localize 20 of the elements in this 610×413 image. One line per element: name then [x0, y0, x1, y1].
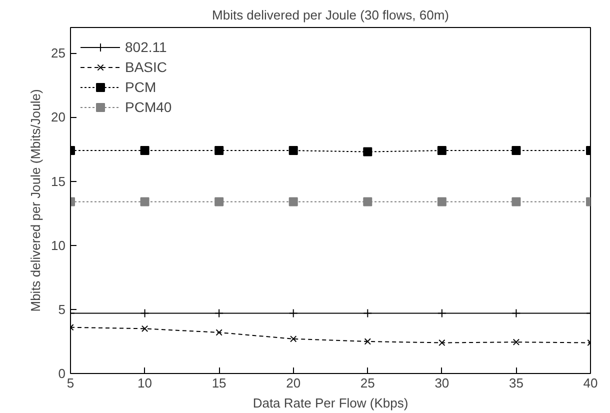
x-tick-label: 40	[583, 376, 598, 390]
legend-label: PCM40	[125, 99, 172, 115]
x-tick-label: 20	[286, 376, 301, 390]
legend-label: BASIC	[125, 59, 168, 75]
legend-label: PCM	[125, 79, 156, 95]
y-axis-title: Mbits delivered per Joule (Mbits/Joule)	[28, 89, 44, 312]
y-tick-label: 5	[58, 302, 66, 317]
x-axis-title: Data Rate Per Flow (Kbps)	[252, 396, 408, 410]
y-tick-label: 20	[51, 110, 66, 125]
x-tick-label: 30	[434, 376, 450, 390]
y-tick-label: 10	[51, 238, 66, 253]
x-tick-label: 15	[212, 376, 226, 390]
x-tick-label: 35	[508, 376, 524, 390]
y-tick-label: 25	[51, 46, 66, 61]
y-tick-label: 15	[51, 174, 66, 189]
x-tick-label: 10	[138, 376, 152, 390]
y-tick-label: 0	[58, 366, 66, 381]
x-tick-label: 25	[360, 376, 375, 390]
legend-label: 802.11	[125, 39, 167, 55]
chart-title: Mbits delivered per Joule (30 flows, 60m)	[212, 8, 450, 22]
